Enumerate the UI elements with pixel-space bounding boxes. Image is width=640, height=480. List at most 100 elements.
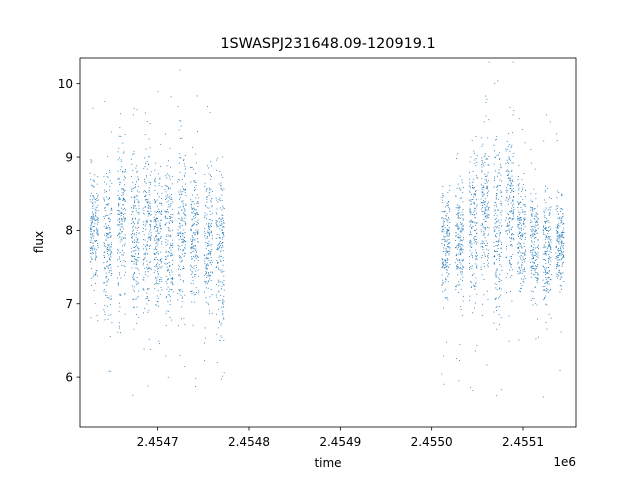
data-point — [542, 253, 544, 255]
data-point — [460, 270, 462, 272]
data-point — [146, 260, 148, 262]
data-point — [124, 243, 126, 245]
data-point — [156, 205, 158, 207]
data-point — [534, 214, 536, 216]
data-point — [557, 274, 559, 275]
data-point — [510, 211, 512, 213]
data-point — [443, 247, 445, 249]
data-point — [211, 261, 213, 263]
data-point — [493, 230, 495, 232]
data-point — [217, 308, 219, 310]
data-point — [193, 265, 195, 267]
data-point — [191, 242, 193, 244]
data-point — [165, 297, 167, 299]
data-point — [546, 288, 548, 289]
data-point — [506, 161, 508, 163]
data-point — [481, 223, 483, 225]
data-point — [108, 198, 110, 199]
data-point — [204, 231, 205, 233]
data-point — [476, 293, 478, 295]
data-point — [104, 251, 106, 253]
data-point — [475, 190, 477, 192]
data-point — [548, 246, 550, 247]
data-point — [118, 322, 120, 324]
data-point — [172, 283, 173, 285]
data-point — [544, 251, 546, 253]
data-point — [168, 230, 170, 232]
data-point — [441, 231, 443, 233]
data-point — [89, 195, 91, 197]
data-point — [493, 186, 495, 188]
data-point — [133, 234, 135, 236]
data-point — [448, 254, 450, 256]
data-point — [493, 242, 495, 243]
data-point — [496, 186, 498, 188]
data-point — [169, 247, 171, 249]
data-point — [167, 278, 169, 280]
data-point — [522, 211, 524, 213]
data-point — [532, 225, 534, 227]
data-point — [473, 214, 475, 216]
data-point — [498, 169, 500, 171]
data-point — [218, 183, 220, 185]
data-point — [144, 258, 146, 260]
data-point — [182, 220, 184, 222]
data-point — [154, 211, 156, 213]
data-point — [531, 201, 533, 202]
data-point — [191, 219, 193, 221]
data-point — [548, 258, 549, 259]
data-point — [220, 324, 222, 326]
data-point — [534, 302, 536, 304]
data-point — [179, 269, 181, 271]
data-point — [182, 191, 184, 193]
data-point — [518, 290, 520, 292]
data-point — [476, 254, 478, 256]
data-point — [178, 247, 180, 249]
data-point — [563, 231, 565, 233]
data-point — [204, 212, 206, 214]
data-point — [474, 283, 476, 285]
data-point — [506, 169, 508, 171]
data-point — [547, 220, 549, 222]
data-point — [493, 180, 495, 182]
data-point — [136, 323, 138, 324]
data-point — [219, 197, 221, 199]
data-point — [469, 256, 470, 258]
data-point — [499, 281, 501, 283]
data-point — [459, 217, 461, 219]
data-point — [548, 281, 550, 282]
data-point — [171, 216, 173, 218]
data-point — [156, 218, 158, 220]
data-point — [109, 231, 111, 233]
data-point — [444, 206, 446, 208]
data-point — [507, 183, 509, 185]
data-point — [178, 288, 180, 290]
data-point — [521, 265, 523, 267]
data-point — [179, 206, 181, 208]
data-point — [93, 225, 95, 227]
data-point — [471, 286, 472, 288]
data-point — [119, 181, 121, 183]
data-point — [545, 270, 547, 272]
data-point — [106, 281, 108, 283]
data-point — [123, 198, 125, 199]
data-point — [545, 272, 547, 274]
data-point — [216, 313, 218, 315]
data-point — [545, 226, 547, 228]
data-point — [458, 237, 460, 239]
data-point — [517, 273, 519, 275]
data-point — [511, 264, 513, 265]
data-point — [498, 254, 500, 256]
data-point — [150, 349, 151, 350]
data-point — [482, 195, 484, 197]
data-point — [206, 198, 208, 200]
data-point — [135, 298, 137, 300]
data-point — [190, 264, 192, 266]
data-point — [149, 248, 150, 249]
data-point — [520, 201, 522, 203]
data-point — [523, 173, 525, 174]
data-point — [110, 252, 112, 254]
data-point — [96, 200, 98, 202]
data-point — [204, 282, 206, 284]
data-point — [148, 181, 150, 183]
